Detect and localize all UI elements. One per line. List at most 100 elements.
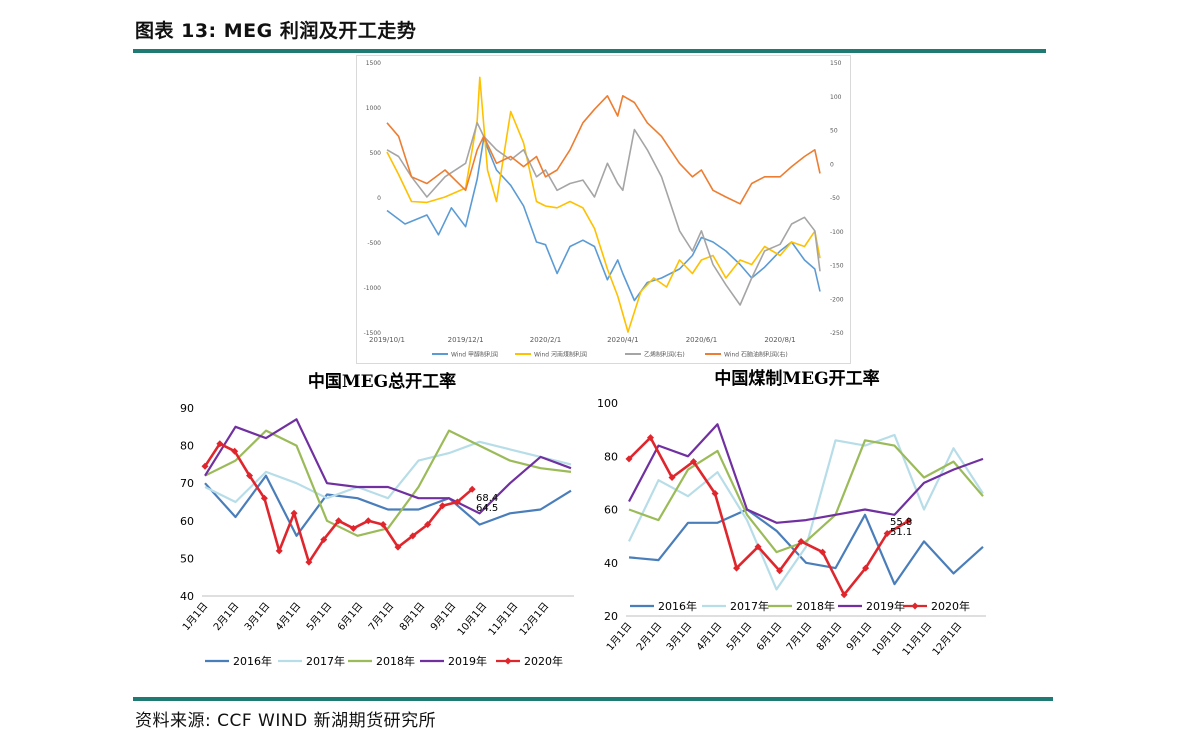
series-marker	[862, 564, 870, 572]
y-left-tick-label: -1000	[364, 285, 382, 292]
x-tick-label: 8月1日	[397, 600, 427, 633]
y-left-tick-label: 500	[370, 150, 382, 157]
x-tick-label: 2019/10/1	[369, 336, 405, 344]
chart-title: 中国煤制MEG开工率	[714, 368, 879, 389]
x-tick-label: 2020/2/1	[530, 336, 561, 344]
data-label: 51.1	[890, 527, 912, 538]
series-marker	[260, 494, 268, 502]
series-line	[628, 439, 984, 554]
series-marker	[379, 521, 387, 529]
y-right-tick-label: 0	[830, 161, 834, 168]
series-line	[204, 429, 572, 537]
series-marker	[468, 485, 476, 493]
top-rule	[133, 49, 1046, 53]
series-marker	[335, 517, 343, 525]
y-tick-label: 100	[597, 397, 618, 410]
series-marker	[690, 458, 698, 466]
legend-label: 2020年	[524, 654, 563, 668]
y-tick-label: 20	[604, 610, 618, 623]
data-label: 64.5	[476, 503, 498, 514]
legend-label: Wind 石脑油制利润(右)	[724, 351, 788, 359]
series-line	[386, 137, 821, 302]
series-marker	[668, 474, 676, 482]
y-right-tick-label: -50	[830, 195, 840, 202]
series-marker	[819, 548, 827, 556]
series-marker	[776, 567, 784, 575]
y-tick-label: 90	[180, 402, 194, 415]
y-right-tick-label: -250	[830, 330, 844, 337]
y-left-tick-label: -500	[367, 240, 381, 247]
series-marker	[349, 524, 357, 532]
legend-label: 2019年	[866, 599, 905, 613]
legend-label: Wind 河南煤制利润	[534, 351, 587, 359]
meg-profit-chart-svg: -1500-1000-500050010001500-250-200-150-1…	[364, 60, 844, 359]
bottom-rule	[133, 697, 1053, 701]
series-marker	[231, 447, 239, 455]
legend-label: 2018年	[376, 654, 415, 668]
x-tick-label: 4月1日	[694, 620, 724, 653]
x-tick-label: 11月1日	[486, 600, 520, 638]
x-tick-label: 8月1日	[814, 620, 844, 653]
series-line	[386, 122, 821, 306]
series-line	[204, 440, 572, 504]
y-tick-label: 80	[180, 440, 194, 453]
series-line	[628, 508, 984, 586]
y-left-tick-label: 1500	[366, 60, 381, 67]
series-line	[204, 418, 572, 515]
meg-profit-chart: -1500 -1000 -500 0 500 1000 1500 -250 -200 -150 -1…	[356, 55, 851, 364]
y-tick-label: 60	[180, 515, 194, 528]
legend-label: 2017年	[730, 599, 769, 613]
y-right-tick-label: -100	[830, 229, 844, 236]
series-marker	[711, 490, 719, 498]
x-tick-label: 2月1日	[211, 600, 241, 633]
x-tick-label: 10月1日	[455, 600, 489, 638]
y-tick-label: 60	[604, 504, 618, 517]
series-marker	[290, 509, 298, 517]
y-tick-label: 40	[180, 590, 194, 603]
series-marker	[216, 440, 224, 448]
x-tick-label: 2月1日	[634, 620, 664, 653]
x-tick-label: 12月1日	[517, 600, 551, 638]
x-tick-label: 2019/12/1	[448, 336, 484, 344]
coal-meg-operating-rate-svg: 中国煤制MEG开工率 20 40 60 80 100 1月1日 2月1日 3月1日 4月1日 5月1…	[597, 368, 986, 658]
meg-total-operating-rate-svg: 中国MEG总开工率 40 50 60 70 80 90 1月1日 2月1日 3月1日 4月1日 5月1…	[180, 371, 574, 668]
y-left-tick-label: 0	[377, 195, 381, 202]
series-marker	[733, 564, 741, 572]
series-marker	[409, 532, 417, 540]
series-marker	[424, 521, 432, 529]
x-tick-label: 9月1日	[428, 600, 458, 633]
series-marker	[305, 558, 313, 566]
legend-label: 2020年	[931, 599, 970, 613]
x-tick-label: 7月1日	[366, 600, 396, 633]
x-tick-label: 7月1日	[784, 620, 814, 653]
series-marker	[754, 543, 762, 551]
figure-title: 图表 13: MEG 利润及开工走势	[135, 20, 417, 42]
series-marker	[246, 472, 254, 480]
legend-label: Wind 甲醇制利润	[451, 351, 498, 359]
legend-label: 2016年	[233, 654, 272, 668]
series-line	[628, 423, 984, 524]
legend-marker	[911, 602, 919, 610]
series-marker	[625, 455, 633, 463]
y-tick-label: 40	[604, 557, 618, 570]
y-tick-label: 70	[180, 477, 194, 490]
y-right-tick-label: 50	[830, 128, 838, 135]
x-tick-label: 11月1日	[900, 620, 934, 658]
series-marker	[797, 537, 805, 545]
x-tick-label: 12月1日	[930, 620, 964, 658]
x-tick-label: 1月1日	[604, 620, 634, 653]
series-marker	[647, 434, 655, 442]
x-tick-label: 2020/6/1	[686, 336, 717, 344]
series-marker	[453, 498, 461, 506]
series-line	[628, 436, 910, 596]
x-tick-label: 10月1日	[870, 620, 904, 658]
series-marker	[201, 462, 209, 470]
x-tick-label: 5月1日	[304, 600, 334, 633]
legend-label: 2016年	[658, 599, 697, 613]
x-tick-label: 3月1日	[664, 620, 694, 653]
legend-label: 乙烯制利润(右)	[644, 351, 685, 359]
y-left-tick-label: 1000	[366, 105, 381, 112]
series-line	[628, 433, 984, 591]
series-line	[386, 94, 821, 205]
y-right-tick-label: 150	[830, 60, 842, 67]
